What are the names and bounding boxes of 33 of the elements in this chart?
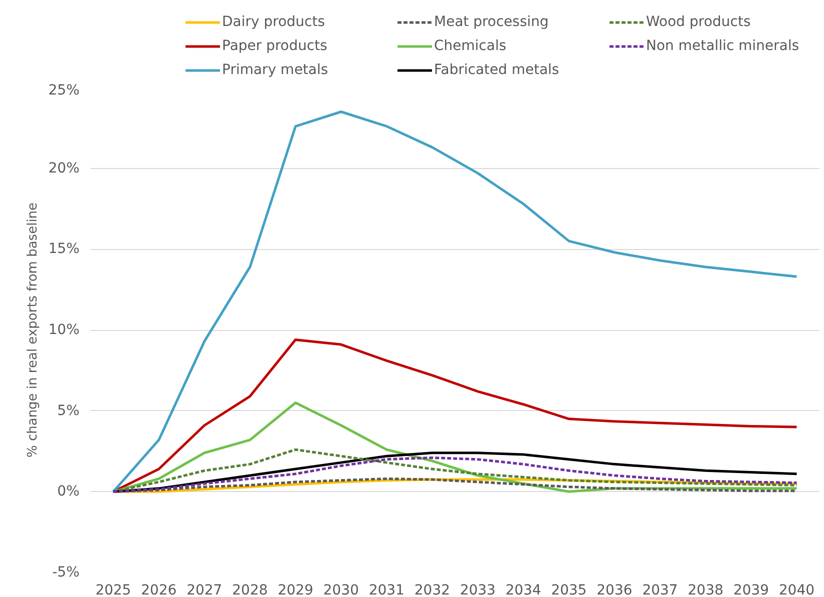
x-tick-label: 2032 <box>414 582 450 597</box>
x-tick-label: 2033 <box>460 582 496 597</box>
x-tick-label: 2038 <box>688 582 724 597</box>
legend-label: Meat processing <box>434 13 550 31</box>
y-tick-label: 25% <box>48 82 80 98</box>
x-tick-label: 2034 <box>506 582 542 597</box>
x-tick-label: 2036 <box>596 582 632 597</box>
y-tick-label: 10% <box>48 322 80 338</box>
x-tick-label: 2026 <box>141 582 177 597</box>
legend-label: Chemicals <box>434 37 508 55</box>
x-tick-label: 2037 <box>642 582 678 597</box>
legend-label: Primary metals <box>222 61 330 79</box>
x-tick-label: 2040 <box>778 582 815 597</box>
x-tick-label: 2031 <box>368 582 404 597</box>
x-tick-label: 2039 <box>733 582 769 597</box>
legend-label: Paper products <box>222 37 328 55</box>
x-tick-label: 2035 <box>551 582 587 597</box>
legend-label: Non metallic minerals <box>646 37 800 55</box>
x-tick-label: 2028 <box>232 582 268 597</box>
x-tick-label: 2030 <box>323 582 359 597</box>
y-tick-label: 5% <box>57 402 80 419</box>
y-tick-label: 0% <box>57 484 80 500</box>
line-series <box>112 110 798 493</box>
x-tick-label: 2029 <box>278 582 314 597</box>
y-tick-label: -5% <box>52 564 80 580</box>
x-tick-label: 2025 <box>95 582 132 597</box>
legend-label: Wood products <box>646 13 752 31</box>
legend-label: Fabricated metals <box>434 61 560 79</box>
y-axis-title: % change in real exports from baseline <box>25 202 40 458</box>
y-tick-label: 20% <box>48 160 80 176</box>
y-tick-label: 15% <box>48 241 80 258</box>
legend-label: Dairy products <box>222 13 326 31</box>
x-tick-label: 2027 <box>186 582 222 597</box>
